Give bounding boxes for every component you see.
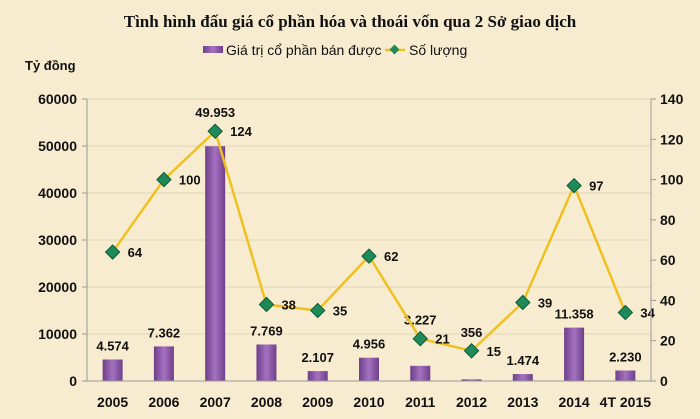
line-data-label: 15 [487,344,501,359]
line-data-label: 100 [179,173,201,188]
line-marker [412,330,429,347]
line-data-label: 64 [128,245,143,260]
line-data-label: 39 [538,295,552,310]
y-right-tick-label: 0 [660,373,668,389]
line-data-label: 38 [281,297,295,312]
legend-marker-icon [389,44,400,55]
y-axis-label: Tỷ đồng [25,58,76,73]
x-tick-label: 2010 [353,394,384,410]
y-left-tick-label: 40000 [38,185,77,201]
bar [205,146,226,381]
bar [564,327,585,381]
line-series [111,128,627,353]
line-marker [309,302,326,319]
x-tick-label: 2014 [559,394,590,410]
y-right-tick-label: 40 [660,292,676,308]
x-tick-label: 2006 [148,394,179,410]
bar-data-label: 356 [461,325,483,340]
line-marker [515,294,531,311]
line-data-label: 34 [640,306,655,321]
x-tick-label: 2005 [97,394,128,410]
line-data-label: 62 [384,249,398,264]
line-marker [207,123,223,140]
bar-data-label: 1.474 [507,353,540,368]
bar [153,346,174,381]
y-left-tick-label: 10000 [38,326,77,342]
line-marker [156,171,172,188]
bar-data-label: 4.574 [96,339,129,354]
bar [307,371,328,381]
x-tick-label: 2011 [405,394,436,410]
line-marker [361,248,377,264]
legend-bar-swatch [203,46,223,53]
x-tick-label: 2009 [302,394,333,410]
bar [256,344,277,381]
chart-title: Tình hình đấu giá cổ phần hóa và thoái v… [124,12,577,31]
bar [461,379,482,381]
y-left-tick-label: 60000 [38,91,77,107]
legend-line-label: Số lượng [409,42,467,58]
bar-data-label: 2.107 [301,350,334,365]
line-marker [617,304,634,321]
x-tick-label: 2008 [251,394,282,410]
bar-data-label: 2.230 [609,350,642,365]
line-marker [463,343,480,359]
line-data-label: 35 [333,304,347,319]
x-tick-label: 2013 [507,394,538,410]
bar-data-label: 4.956 [353,337,386,352]
bar [102,359,123,381]
y-right-tick-label: 100 [660,172,684,188]
bar-data-label: 7.362 [148,325,181,340]
bar-data-label: 49.953 [195,105,235,120]
legend-bar-label: Giá trị cổ phần bán được [226,42,382,58]
y-right-tick-label: 20 [660,333,676,349]
y-right-tick-label: 60 [660,252,676,268]
x-tick-label: 4T 2015 [600,394,652,410]
bar [359,357,379,381]
bar-data-label: 11.358 [555,307,594,322]
line-marker [566,177,582,194]
bar-data-label: 7.769 [250,323,283,338]
y-left-tick-label: 30000 [38,232,77,248]
line-data-label: 21 [435,332,449,347]
bar [512,374,533,381]
y-left-tick-label: 0 [69,373,77,389]
legend: Giá trị cổ phần bán được Số lượng [203,42,467,58]
bar [615,370,636,381]
x-tick-label: 2012 [456,394,487,410]
x-tick-label: 2007 [200,394,231,410]
line-data-label: 97 [589,179,603,194]
line-marker [258,296,275,313]
line-marker [104,244,121,260]
y-left-tick-label: 20000 [38,279,77,295]
y-right-tick-label: 120 [660,131,684,147]
y-right-tick-label: 140 [660,91,684,107]
bar [410,365,431,381]
y-right-tick-label: 80 [660,212,676,228]
line-data-label: 124 [230,124,252,139]
y-left-tick-label: 50000 [38,138,77,154]
